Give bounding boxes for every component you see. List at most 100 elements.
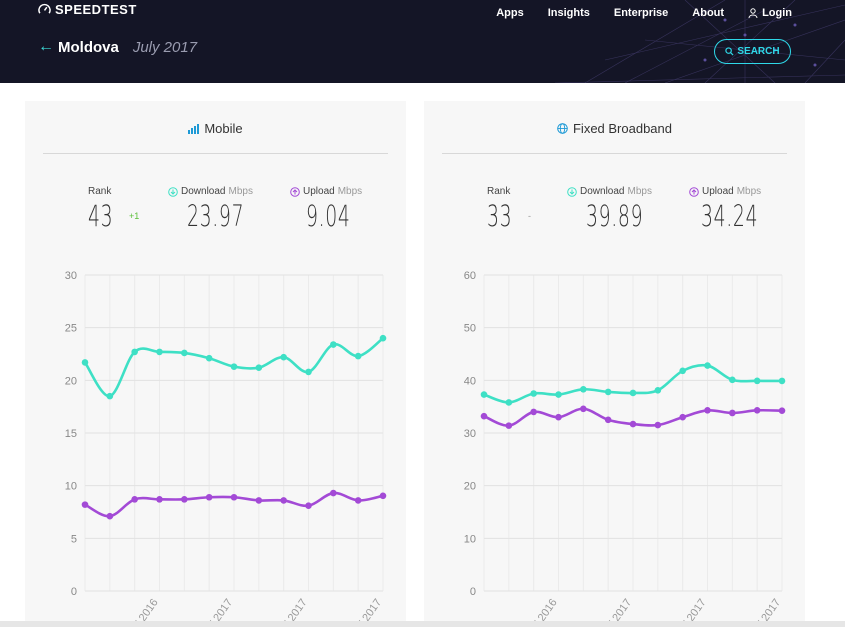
x-tick-label: / 2016 <box>532 597 559 621</box>
download-point <box>280 353 287 361</box>
y-tick-label: 30 <box>464 428 476 440</box>
download-unit: Mbps <box>627 186 652 197</box>
nav-insights[interactable]: Insights <box>547 7 590 19</box>
y-tick-label: 10 <box>65 481 77 493</box>
back-arrow-icon[interactable]: ← <box>38 38 54 55</box>
upload-point <box>230 493 238 501</box>
y-tick-label: 20 <box>65 375 77 387</box>
upload-point <box>330 489 337 497</box>
mobile-speed-chart: 0 5 10 15 20 25 30 / 2016 / 2017 / 2017 / 2017 <box>65 270 387 621</box>
fixed-speed-chart: 0 10 20 30 40 50 60 / 2016 / 2017 / 2017 / 2017 <box>464 270 786 621</box>
upload-point <box>205 493 213 501</box>
download-point <box>81 359 89 366</box>
download-value: 39.89 <box>586 199 644 233</box>
download-point <box>729 376 736 384</box>
download-unit: Mbps <box>228 186 253 197</box>
download-point <box>156 348 163 356</box>
rank-change: +1 <box>129 211 140 221</box>
upload-point <box>778 407 786 414</box>
speedtest-logo[interactable]: SPEEDTEST <box>38 2 137 17</box>
x-tick-label: / 2017 <box>756 597 783 621</box>
speedometer-icon <box>38 3 51 14</box>
rank-value: 33 <box>487 199 513 233</box>
x-tick-label: / 2017 <box>208 597 235 621</box>
download-point <box>354 352 362 360</box>
y-tick-label: 30 <box>65 270 77 282</box>
upload-label-text: Upload <box>702 186 734 197</box>
upload-point <box>704 407 711 414</box>
download-point <box>106 392 114 400</box>
download-point <box>505 399 513 406</box>
download-point <box>480 391 488 398</box>
x-tick-label: / 2016 <box>133 597 160 621</box>
upload-point <box>580 405 587 413</box>
download-point <box>778 377 786 385</box>
mobile-title: Mobile <box>25 121 406 136</box>
mobile-panel: Mobile Rank 43 +1 Download Mbps 23.97 Up… <box>25 101 406 621</box>
upload-point <box>354 497 362 504</box>
upload-point <box>604 416 612 424</box>
x-tick-label: / 2017 <box>607 597 634 621</box>
main-nav: Apps Insights Enterprise About Login <box>472 7 792 19</box>
download-point <box>305 368 312 376</box>
fixed-broadband-panel: Fixed Broadband Rank 33 - Download Mbps … <box>424 101 805 621</box>
x-tick-label: / 2017 <box>357 597 384 621</box>
upload-point <box>305 502 312 509</box>
signal-bars-icon <box>188 123 200 134</box>
upload-point <box>753 407 761 414</box>
upload-point <box>106 512 114 520</box>
download-point <box>679 367 686 375</box>
download-point <box>753 377 761 385</box>
y-tick-label: 0 <box>71 586 77 598</box>
report-period: July 2017 <box>132 38 198 56</box>
nav-about[interactable]: About <box>692 7 725 19</box>
x-tick-label: / 2017 <box>681 597 708 621</box>
upload-point <box>379 492 387 500</box>
brand-name: SPEEDTEST <box>55 2 137 17</box>
y-tick-label: 5 <box>71 533 77 545</box>
upload-point <box>654 421 662 429</box>
globe-icon <box>557 123 568 134</box>
upload-arrow-icon <box>689 186 699 197</box>
upload-point <box>156 496 163 503</box>
top-header: SPEEDTEST Apps Insights Enterprise About… <box>0 0 845 83</box>
upload-value: 9.04 <box>306 199 351 233</box>
login-label: Login <box>762 7 792 19</box>
download-point <box>704 362 711 369</box>
upload-point <box>530 408 537 416</box>
horizontal-scrollbar[interactable] <box>0 621 845 627</box>
download-point <box>555 391 562 398</box>
nav-enterprise[interactable]: Enterprise <box>613 7 669 19</box>
y-tick-label: 40 <box>464 375 476 387</box>
network-mesh-graphic <box>554 0 845 83</box>
download-point <box>205 354 213 362</box>
mobile-title-label: Mobile <box>204 121 243 136</box>
y-tick-label: 10 <box>464 533 476 545</box>
download-point <box>629 389 637 397</box>
login-link[interactable]: Login <box>748 7 792 19</box>
rank-change: - <box>528 211 531 221</box>
download-value: 23.97 <box>187 199 245 233</box>
upload-point <box>280 497 287 504</box>
search-button[interactable]: SEARCH <box>714 39 791 64</box>
user-icon <box>748 8 758 18</box>
divider <box>442 153 787 154</box>
upload-point <box>81 501 89 508</box>
download-point <box>330 341 337 348</box>
y-tick-label: 0 <box>470 586 476 598</box>
rank-value: 43 <box>88 199 114 233</box>
download-arrow-icon <box>567 186 577 197</box>
upload-label-text: Upload <box>303 186 335 197</box>
upload-point <box>480 412 488 420</box>
upload-point <box>729 409 736 417</box>
download-arrow-icon <box>168 186 178 197</box>
breadcrumb: ← Moldova July 2017 <box>38 38 197 56</box>
y-tick-label: 25 <box>65 323 77 335</box>
download-label: Download Mbps <box>168 186 253 197</box>
download-point <box>654 387 662 394</box>
rank-label: Rank <box>88 186 112 197</box>
download-point <box>181 349 188 357</box>
nav-apps[interactable]: Apps <box>496 7 524 19</box>
upload-point <box>629 420 637 428</box>
upload-point <box>181 496 188 503</box>
